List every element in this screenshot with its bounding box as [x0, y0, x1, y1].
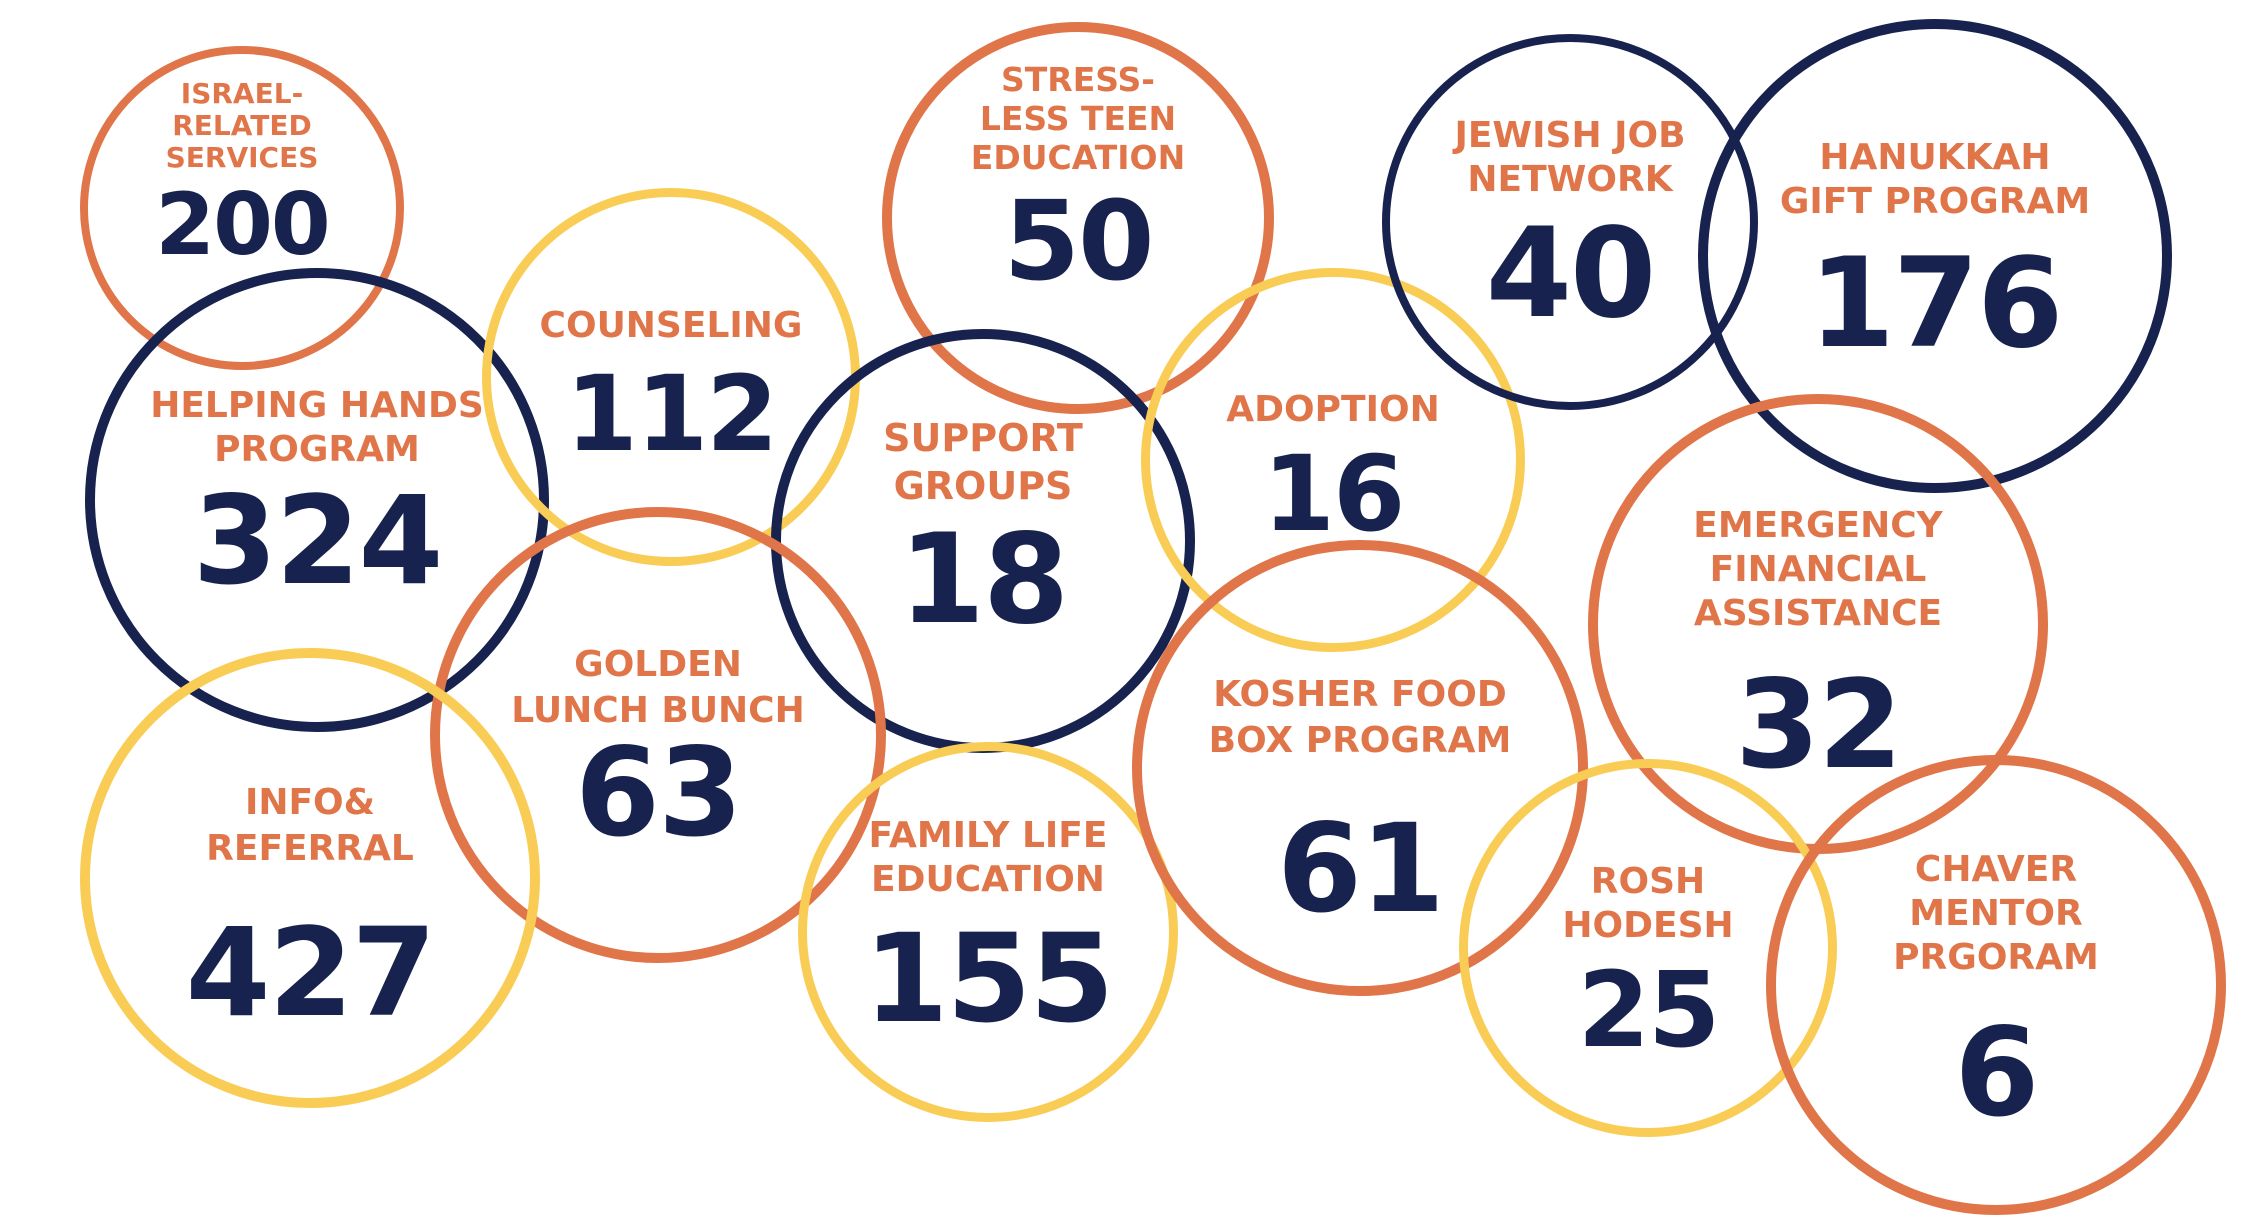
- program-count-israel: 200: [155, 175, 331, 275]
- program-count-hanukkah: 176: [1808, 232, 2064, 376]
- program-count-stress: 50: [1003, 177, 1154, 305]
- program-label-kosher: KOSHER FOOD BOX PROGRAM: [1208, 674, 1512, 761]
- program-count-counseling: 112: [565, 353, 778, 475]
- program-count-info: 427: [185, 902, 437, 1044]
- program-label-israel: ISRAEL- RELATED SERVICES: [165, 77, 319, 174]
- program-count-jobnet: 40: [1485, 202, 1657, 346]
- program-label-rosh: ROSH HODESH: [1562, 861, 1734, 946]
- program-count-rosh: 25: [1577, 949, 1721, 1071]
- program-count-golden: 63: [575, 722, 743, 864]
- program-label-helping: HELPING HANDS PROGRAM: [150, 385, 484, 470]
- program-count-emergency: 32: [1735, 654, 1903, 796]
- program-circle-family: [798, 742, 1178, 1122]
- program-circle-kosher: [1132, 540, 1588, 996]
- program-label-golden: GOLDEN LUNCH BUNCH: [511, 644, 805, 731]
- program-label-family: FAMILY LIFE EDUCATION: [868, 815, 1108, 900]
- program-label-chaver: CHAVER MENTOR PRGORAM: [1893, 849, 2099, 978]
- program-label-hanukkah: HANUKKAH GIFT PROGRAM: [1779, 137, 2091, 222]
- program-count-support: 18: [898, 508, 1070, 652]
- program-circle-chaver: [1766, 755, 2226, 1215]
- program-label-support: SUPPORT GROUPS: [883, 416, 1083, 508]
- program-label-adoption: ADOPTION: [1226, 389, 1440, 430]
- program-count-chaver: 6: [1954, 1002, 2040, 1144]
- program-label-stress: STRESS- LESS TEEN EDUCATION: [970, 60, 1186, 177]
- program-count-helping: 324: [192, 470, 444, 612]
- program-label-jobnet: JEWISH JOB NETWORK: [1454, 115, 1686, 200]
- program-count-family: 155: [863, 908, 1115, 1050]
- program-label-info: INFO& REFERRAL: [206, 782, 414, 869]
- program-circle-info: [80, 648, 540, 1108]
- program-label-counseling: COUNSELING: [539, 305, 803, 346]
- program-count-adoption: 16: [1262, 433, 1406, 555]
- program-count-kosher: 61: [1277, 798, 1445, 940]
- program-label-emergency: EMERGENCY FINANCIAL ASSISTANCE: [1693, 505, 1943, 634]
